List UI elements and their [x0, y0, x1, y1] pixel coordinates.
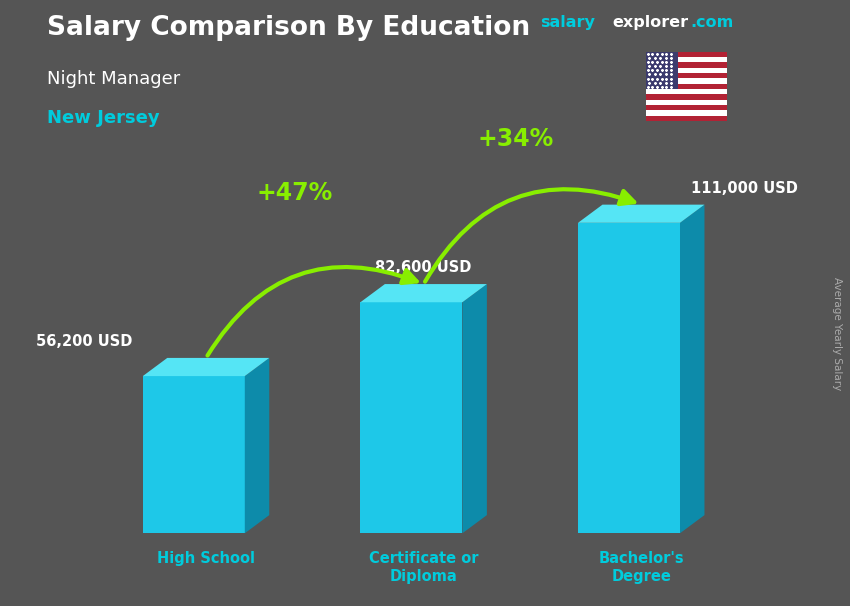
Polygon shape — [578, 223, 680, 533]
Text: +34%: +34% — [478, 127, 554, 151]
Text: 111,000 USD: 111,000 USD — [691, 181, 798, 196]
Polygon shape — [143, 376, 245, 533]
Bar — [646, 73, 727, 78]
Bar — [646, 57, 727, 62]
Polygon shape — [245, 358, 269, 533]
Polygon shape — [578, 205, 705, 223]
Bar — [646, 116, 727, 121]
Bar — [646, 95, 727, 100]
Bar — [646, 52, 678, 89]
Text: explorer: explorer — [612, 15, 689, 30]
Text: Certificate or
Diploma: Certificate or Diploma — [369, 551, 479, 584]
Bar — [646, 62, 727, 68]
Text: New Jersey: New Jersey — [47, 109, 159, 127]
Text: Average Yearly Salary: Average Yearly Salary — [832, 277, 842, 390]
Text: 56,200 USD: 56,200 USD — [36, 334, 132, 349]
Bar — [646, 89, 727, 95]
Bar — [646, 105, 727, 110]
Polygon shape — [680, 205, 705, 533]
Bar — [646, 68, 727, 73]
Bar — [646, 84, 727, 89]
Text: Salary Comparison By Education: Salary Comparison By Education — [47, 15, 530, 41]
Text: 82,600 USD: 82,600 USD — [376, 260, 472, 275]
Polygon shape — [360, 302, 462, 533]
Polygon shape — [360, 284, 487, 302]
Text: Bachelor's
Degree: Bachelor's Degree — [598, 551, 684, 584]
Text: +47%: +47% — [257, 181, 332, 205]
Bar — [646, 78, 727, 84]
Polygon shape — [462, 284, 487, 533]
Text: salary: salary — [540, 15, 595, 30]
Polygon shape — [143, 358, 269, 376]
Bar — [646, 100, 727, 105]
Text: Night Manager: Night Manager — [47, 70, 180, 88]
Bar — [646, 52, 727, 57]
Bar — [646, 110, 727, 116]
Text: .com: .com — [690, 15, 734, 30]
Text: High School: High School — [157, 551, 255, 567]
